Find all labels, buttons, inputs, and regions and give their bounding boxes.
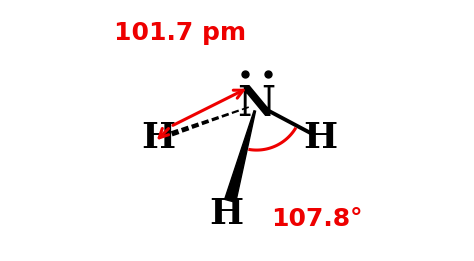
- Text: H: H: [142, 121, 176, 155]
- Text: N: N: [237, 84, 275, 125]
- Text: H: H: [210, 197, 244, 231]
- Polygon shape: [225, 111, 255, 202]
- Text: 107.8°: 107.8°: [271, 207, 363, 231]
- Text: 101.7 pm: 101.7 pm: [114, 21, 246, 45]
- Text: H: H: [303, 121, 337, 155]
